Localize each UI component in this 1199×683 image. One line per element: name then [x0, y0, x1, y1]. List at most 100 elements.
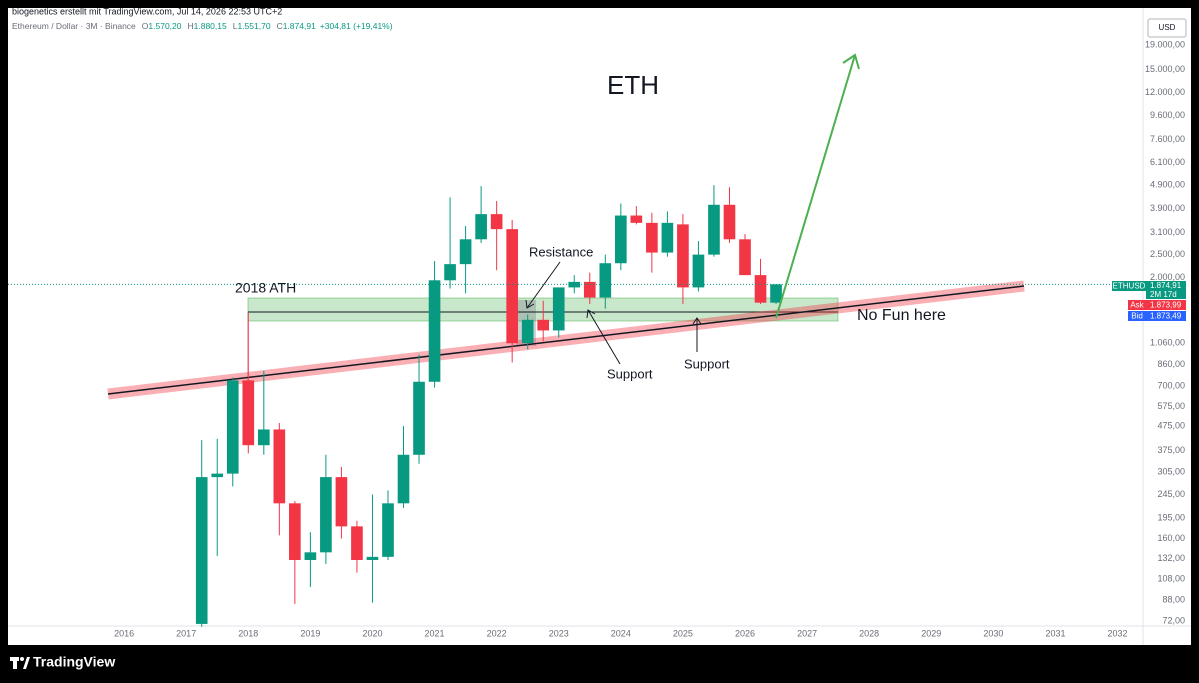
last-price: 1.874,91 — [1150, 281, 1182, 290]
candle-body — [677, 224, 689, 288]
ath-label: 2018 ATH — [235, 280, 296, 296]
y-tick-label: 195,00 — [1157, 512, 1185, 522]
logo-part — [20, 657, 24, 661]
ohlc-key: L — [233, 21, 238, 31]
candle-body — [413, 381, 425, 455]
y-tick-label: 4.900,00 — [1150, 179, 1185, 189]
brand[interactable]: TradingView — [33, 654, 115, 670]
candle-body — [506, 229, 518, 344]
tradingview-logo[interactable] — [10, 657, 30, 669]
candle-body — [351, 526, 363, 560]
y-tick-label: 700,00 — [1157, 380, 1185, 390]
x-tick-label: 2022 — [487, 628, 507, 638]
candle-body — [692, 254, 705, 288]
candle-body — [335, 477, 348, 527]
ohlc-key: O — [142, 21, 149, 31]
resistance-arrow — [526, 261, 561, 309]
bid-price-tag — [1146, 311, 1186, 321]
y-tick-label: 475,00 — [1157, 421, 1185, 431]
y-tick-label: 15.000,00 — [1145, 64, 1185, 74]
x-tick-label: 2023 — [549, 628, 569, 638]
candle-body — [568, 281, 581, 288]
x-tick-label: 2016 — [114, 628, 134, 638]
candle-body — [320, 477, 332, 553]
countdown: 2M 17d — [1150, 290, 1177, 299]
candle-body — [289, 503, 301, 560]
x-tick-label: 2028 — [859, 628, 879, 638]
last-price-tag — [1146, 281, 1186, 299]
currency[interactable]: USD — [1159, 23, 1176, 32]
change: +304,81 (+19,41%) — [320, 21, 393, 31]
candle-body — [754, 275, 767, 303]
ohlc-key: H — [188, 21, 194, 31]
trend-line — [107, 285, 1025, 395]
candle-body — [475, 214, 487, 240]
candle-body — [459, 239, 472, 265]
up-arrow-head — [842, 53, 860, 70]
ask-label: Ask — [1130, 301, 1144, 310]
y-tick-label: 9.600,00 — [1150, 110, 1185, 120]
candle-body — [195, 477, 208, 624]
candle-body — [242, 380, 255, 446]
candle-body — [226, 380, 239, 474]
y-tick-label: 1.060,00 — [1150, 338, 1185, 348]
candle-body — [583, 281, 596, 298]
candle-body — [615, 215, 627, 264]
bid-label: Bid — [1131, 312, 1143, 321]
candle-body — [661, 222, 674, 253]
x-tick-label: 2027 — [797, 628, 817, 638]
ohlc-value: 1.880,15 — [194, 21, 227, 31]
y-tick-label: 305,00 — [1157, 466, 1185, 476]
x-tick-label: 2031 — [1045, 628, 1065, 638]
support-label: Support — [684, 356, 730, 371]
y-tick-label: 375,00 — [1157, 445, 1185, 455]
candle-body — [630, 215, 643, 223]
candle-body — [273, 429, 286, 504]
y-tick-label: 3.900,00 — [1150, 203, 1185, 213]
x-tick-label: 2024 — [611, 628, 631, 638]
candle-body — [382, 503, 394, 557]
candle-body — [304, 552, 317, 560]
bid-price: 1.873,49 — [1150, 312, 1182, 321]
candle-body — [521, 319, 534, 344]
logo-part — [13, 657, 17, 669]
ohlc-key: C — [277, 21, 283, 31]
y-tick-label: 12.000,00 — [1145, 87, 1185, 97]
support-arrow-1 — [587, 309, 621, 365]
y-tick-label: 132,00 — [1157, 553, 1185, 563]
y-tick-label: 575,00 — [1157, 401, 1185, 411]
candle-body — [552, 287, 565, 331]
y-tick-label: 245,00 — [1157, 489, 1185, 499]
candle-body — [397, 454, 410, 504]
candle-body — [490, 214, 503, 230]
header-text: Ethereum / Dollar · 3M · Binance O1.570,2… — [12, 21, 393, 31]
ask-price-tag — [1146, 300, 1186, 310]
currency-box[interactable] — [1147, 18, 1187, 38]
symbol-tag-text: ETHUSD — [1113, 282, 1146, 291]
y-tick-label: 19.000,00 — [1145, 40, 1185, 50]
bid-tag — [1128, 311, 1146, 321]
x-tick-label: 2030 — [983, 628, 1003, 638]
no-fun-label: No Fun here — [857, 307, 946, 324]
ohlc-value: 1.551,70 — [237, 21, 270, 31]
x-tick-label: 2019 — [300, 628, 320, 638]
ask-price: 1.873,99 — [1150, 301, 1182, 310]
x-tick-label: 2017 — [176, 628, 196, 638]
candle-body — [646, 222, 658, 253]
y-tick-label: 72,00 — [1162, 615, 1185, 625]
candle-body — [739, 239, 751, 276]
y-tick-label: 88,00 — [1162, 595, 1185, 605]
x-tick-label: 2029 — [921, 628, 941, 638]
ohlc-value: 1.874,91 — [283, 21, 316, 31]
header-legend: Ethereum / Dollar · 3M · Binance O1.570,2… — [12, 21, 393, 31]
candle-body — [708, 204, 720, 255]
symbol: Ethereum / Dollar · 3M · Binance — [12, 21, 136, 31]
symbol-tag — [1112, 281, 1146, 291]
candle-body — [770, 284, 782, 303]
support-arrow-1-head — [586, 309, 596, 319]
candle-body — [428, 280, 441, 382]
watermark: biogenetics erstellt mit TradingView.com… — [12, 6, 282, 16]
candle-body — [211, 473, 224, 478]
y-tick-label: 3.100,00 — [1150, 227, 1185, 237]
y-tick-label: 6.100,00 — [1150, 157, 1185, 167]
